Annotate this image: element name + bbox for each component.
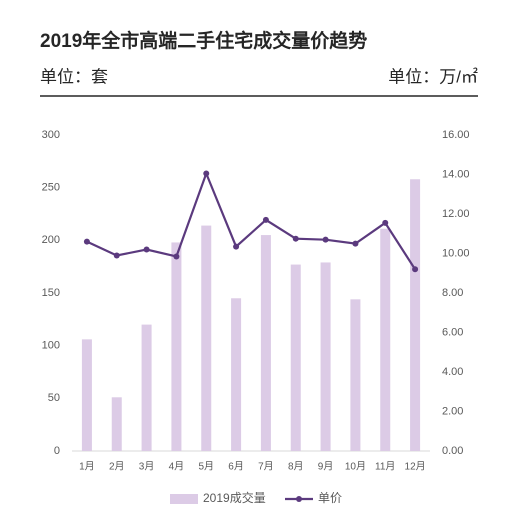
line-point <box>292 235 299 242</box>
y-tick-label: 250 <box>42 182 60 194</box>
line-point <box>203 170 210 177</box>
line-point <box>233 243 240 250</box>
bar <box>141 324 152 451</box>
line-point <box>83 238 90 245</box>
y2-tick-label: 16.00 <box>442 129 470 141</box>
y2-tick-label: 6.00 <box>442 326 463 338</box>
x-tick-label: 5月 <box>198 461 214 473</box>
bar <box>111 397 122 451</box>
y2-tick-label: 2.00 <box>442 405 463 417</box>
chart-title: 2019年全市高端二手住宅成交量价趋势 <box>40 29 367 52</box>
legend-label: 2019成交量 <box>203 490 266 505</box>
bar <box>81 339 92 451</box>
x-tick-label: 3月 <box>139 461 155 473</box>
y2-tick-label: 10.00 <box>442 247 470 259</box>
x-tick-label: 1月 <box>79 461 95 473</box>
bar <box>380 228 391 451</box>
y-tick-label: 300 <box>42 129 60 141</box>
x-tick-label: 12月 <box>405 461 426 473</box>
y-tick-label: 150 <box>42 287 60 299</box>
x-tick-label: 8月 <box>288 461 304 473</box>
line-point <box>143 246 150 253</box>
line <box>86 170 417 270</box>
line-point <box>352 240 359 247</box>
line-point <box>113 252 120 259</box>
legend-swatch <box>296 496 302 502</box>
y-tick-label: 0 <box>54 445 60 457</box>
y2-tick-label: 14.00 <box>442 168 470 180</box>
x-tick-label: 10月 <box>345 461 366 473</box>
bar <box>201 225 212 451</box>
y2-tick-label: 4.00 <box>442 366 463 378</box>
bar <box>320 262 331 451</box>
line-point <box>382 219 389 226</box>
bar <box>290 264 301 451</box>
legend-label: 单价 <box>318 491 342 505</box>
y-tick-label: 100 <box>42 340 60 352</box>
bar <box>410 179 421 452</box>
x-tick-label: 11月 <box>375 461 395 473</box>
bar <box>350 299 361 451</box>
y2-axis-label: 单位：万/㎡ <box>388 67 478 86</box>
x-tick-label: 2月 <box>109 461 125 473</box>
x-tick-label: 4月 <box>169 461 185 473</box>
x-tick-label: 7月 <box>258 461 274 473</box>
x-tick-label: 6月 <box>228 461 244 473</box>
y-tick-label: 50 <box>48 392 60 404</box>
legend-swatch <box>170 494 198 504</box>
line-point <box>322 236 329 243</box>
y2-tick-label: 12.00 <box>442 208 470 220</box>
x-tick-label: 9月 <box>318 461 334 473</box>
line-point <box>173 253 180 260</box>
y2-tick-label: 8.00 <box>442 287 463 299</box>
bar <box>171 242 182 451</box>
y-tick-label: 200 <box>42 234 60 246</box>
y-axis-label: 单位：套 <box>40 67 108 86</box>
line-point <box>262 216 269 223</box>
bar <box>231 298 242 451</box>
bar <box>260 235 271 451</box>
y2-tick-label: 0.00 <box>442 445 463 457</box>
line-point <box>412 266 419 273</box>
